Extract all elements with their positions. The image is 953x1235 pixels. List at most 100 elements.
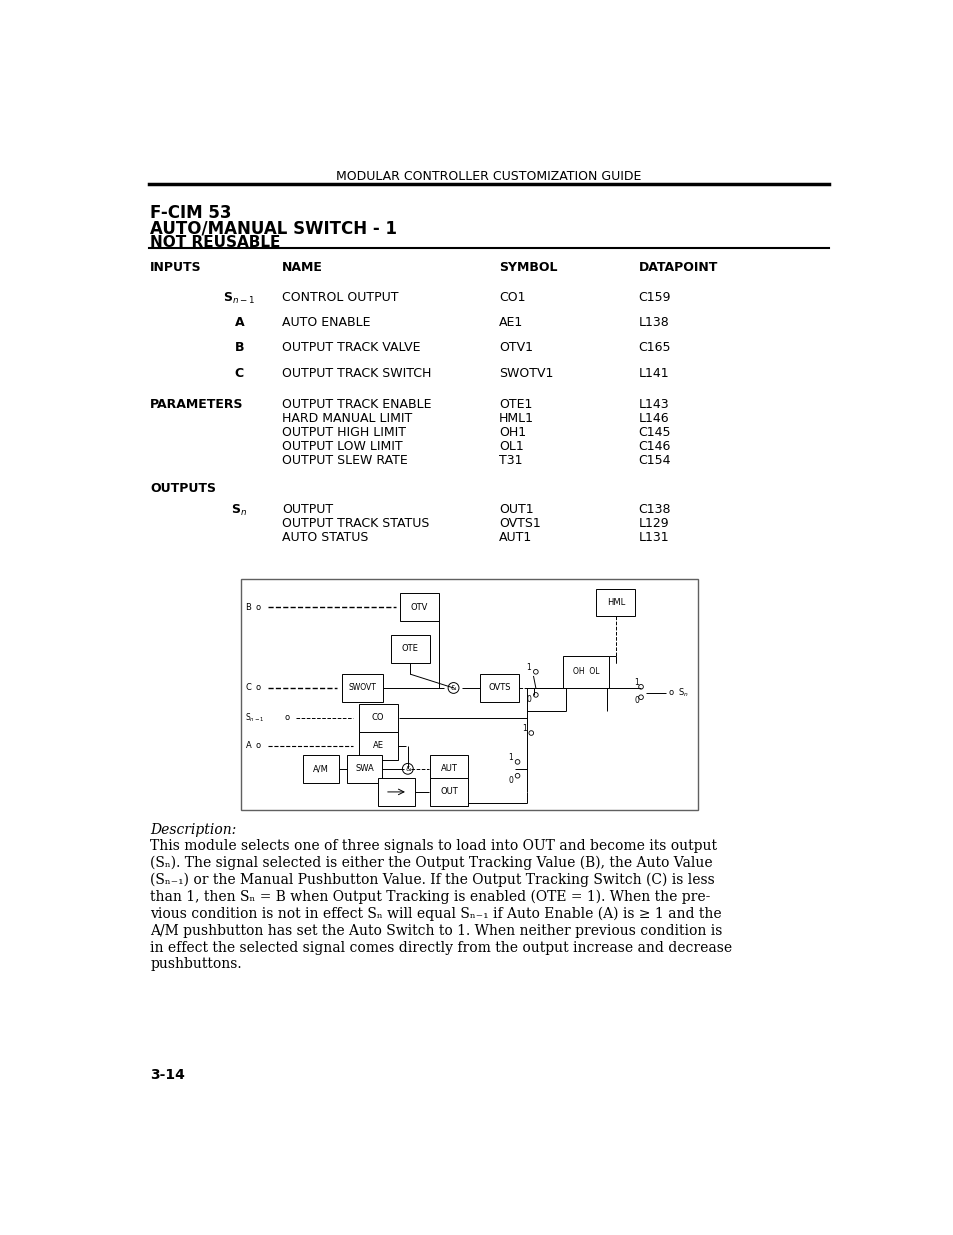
- Text: OUTPUT TRACK VALVE: OUTPUT TRACK VALVE: [282, 341, 420, 354]
- Text: S$_{n-1}$: S$_{n-1}$: [245, 711, 265, 724]
- Text: S$_{n-1}$: S$_{n-1}$: [223, 290, 255, 306]
- Text: C146: C146: [638, 440, 670, 453]
- Text: OVTS: OVTS: [488, 683, 510, 693]
- Text: 0: 0: [508, 776, 513, 785]
- Text: A/M: A/M: [313, 764, 329, 773]
- Text: INPUTS: INPUTS: [150, 262, 202, 274]
- Text: T31: T31: [498, 454, 522, 467]
- Text: C: C: [245, 683, 251, 693]
- Text: NAME: NAME: [282, 262, 322, 274]
- Text: L146: L146: [638, 412, 668, 425]
- Bar: [479, 674, 518, 701]
- Text: CONTROL OUTPUT: CONTROL OUTPUT: [282, 290, 398, 304]
- Text: C145: C145: [638, 426, 670, 440]
- Text: (Sₙ₋₁) or the Manual Pushbutton Value. If the Output Tracking Switch (C) is less: (Sₙ₋₁) or the Manual Pushbutton Value. I…: [150, 873, 714, 887]
- Text: AUT1: AUT1: [498, 531, 532, 543]
- Text: Description:: Description:: [150, 824, 236, 837]
- Text: HML: HML: [606, 598, 624, 606]
- Text: OTE: OTE: [401, 645, 418, 653]
- Text: OTV1: OTV1: [498, 341, 533, 354]
- Text: NOT REUSABLE: NOT REUSABLE: [150, 235, 280, 251]
- Text: L131: L131: [638, 531, 668, 543]
- Text: 1: 1: [508, 753, 513, 762]
- Text: SYMBOL: SYMBOL: [498, 262, 557, 274]
- Text: C165: C165: [638, 341, 670, 354]
- Text: OUTPUT SLEW RATE: OUTPUT SLEW RATE: [282, 454, 407, 467]
- Text: (Sₙ). The signal selected is either the Output Tracking Value (B), the Auto Valu: (Sₙ). The signal selected is either the …: [150, 856, 712, 871]
- Text: CO1: CO1: [498, 290, 525, 304]
- Bar: [429, 778, 468, 805]
- Text: 0: 0: [526, 695, 531, 704]
- Text: o: o: [284, 714, 289, 722]
- Text: A: A: [245, 741, 251, 750]
- Text: C154: C154: [638, 454, 670, 467]
- Text: F-CIM 53: F-CIM 53: [150, 205, 232, 222]
- Bar: [399, 593, 438, 621]
- Bar: [377, 778, 415, 805]
- Text: This module selects one of three signals to load into OUT and become its output: This module selects one of three signals…: [150, 839, 717, 853]
- Text: vious condition is not in effect Sₙ will equal Sₙ₋₁ if Auto Enable (A) is ≥ 1 an: vious condition is not in effect Sₙ will…: [150, 906, 721, 921]
- Text: SWOTV1: SWOTV1: [498, 367, 553, 380]
- Text: OUTPUT LOW LIMIT: OUTPUT LOW LIMIT: [282, 440, 402, 453]
- Bar: [596, 589, 635, 616]
- Text: C138: C138: [638, 503, 670, 516]
- Text: HML1: HML1: [498, 412, 534, 425]
- Text: AE1: AE1: [498, 316, 522, 329]
- Text: SWA: SWA: [355, 764, 374, 773]
- Text: OUTPUT TRACK SWITCH: OUTPUT TRACK SWITCH: [282, 367, 431, 380]
- Text: OTE1: OTE1: [498, 399, 532, 411]
- Text: 1: 1: [521, 724, 526, 732]
- Text: 0: 0: [634, 697, 639, 705]
- Text: OH  OL: OH OL: [573, 667, 598, 677]
- Text: AE: AE: [373, 741, 383, 750]
- Text: L138: L138: [638, 316, 669, 329]
- Text: o: o: [255, 603, 260, 611]
- Text: o  S$_n$: o S$_n$: [668, 687, 689, 699]
- Text: AUTO STATUS: AUTO STATUS: [282, 531, 368, 543]
- Text: S$_n$: S$_n$: [231, 503, 247, 519]
- Text: CO: CO: [372, 714, 384, 722]
- Text: SWOVT: SWOVT: [348, 683, 375, 693]
- Text: AUT: AUT: [440, 764, 456, 773]
- Text: 3-14: 3-14: [150, 1068, 185, 1082]
- Text: OL1: OL1: [498, 440, 523, 453]
- Text: 1: 1: [526, 663, 531, 672]
- Text: L129: L129: [638, 517, 668, 530]
- Text: &: &: [405, 766, 410, 772]
- Text: A: A: [234, 316, 244, 329]
- Bar: [241, 579, 698, 810]
- Text: AUTO ENABLE: AUTO ENABLE: [282, 316, 370, 329]
- Text: 1: 1: [634, 678, 639, 687]
- Bar: [358, 704, 397, 732]
- Text: OUTPUT: OUTPUT: [282, 503, 333, 516]
- Text: B: B: [245, 603, 251, 611]
- Text: OVTS1: OVTS1: [498, 517, 540, 530]
- Text: &: &: [451, 685, 456, 690]
- Text: OUTPUT TRACK ENABLE: OUTPUT TRACK ENABLE: [282, 399, 431, 411]
- Text: OUTPUTS: OUTPUTS: [150, 482, 216, 494]
- Text: L141: L141: [638, 367, 668, 380]
- Bar: [341, 674, 382, 701]
- Bar: [391, 635, 429, 662]
- Text: o: o: [255, 683, 260, 693]
- Text: C159: C159: [638, 290, 670, 304]
- Text: AUTO/MANUAL SWITCH - 1: AUTO/MANUAL SWITCH - 1: [150, 220, 396, 238]
- Bar: [562, 656, 608, 688]
- Text: DATAPOINT: DATAPOINT: [638, 262, 717, 274]
- Text: A/M pushbutton has set the Auto Switch to 1. When neither previous condition is: A/M pushbutton has set the Auto Switch t…: [150, 924, 721, 937]
- Text: than 1, then Sₙ = B when Output Tracking is enabled (OTE = 1). When the pre-: than 1, then Sₙ = B when Output Tracking…: [150, 889, 710, 904]
- Text: OTV: OTV: [410, 603, 428, 611]
- Text: OUT: OUT: [439, 788, 457, 797]
- Bar: [358, 732, 397, 760]
- Text: PARAMETERS: PARAMETERS: [150, 399, 244, 411]
- Text: OUTPUT HIGH LIMIT: OUTPUT HIGH LIMIT: [282, 426, 406, 440]
- Text: MODULAR CONTROLLER CUSTOMIZATION GUIDE: MODULAR CONTROLLER CUSTOMIZATION GUIDE: [335, 169, 641, 183]
- Text: B: B: [234, 341, 244, 354]
- Bar: [302, 755, 339, 783]
- Bar: [347, 755, 381, 783]
- Text: in effect the selected signal comes directly from the output increase and decrea: in effect the selected signal comes dire…: [150, 941, 732, 955]
- Text: OH1: OH1: [498, 426, 525, 440]
- Text: OUTPUT TRACK STATUS: OUTPUT TRACK STATUS: [282, 517, 429, 530]
- Text: pushbuttons.: pushbuttons.: [150, 957, 242, 972]
- Bar: [429, 755, 468, 783]
